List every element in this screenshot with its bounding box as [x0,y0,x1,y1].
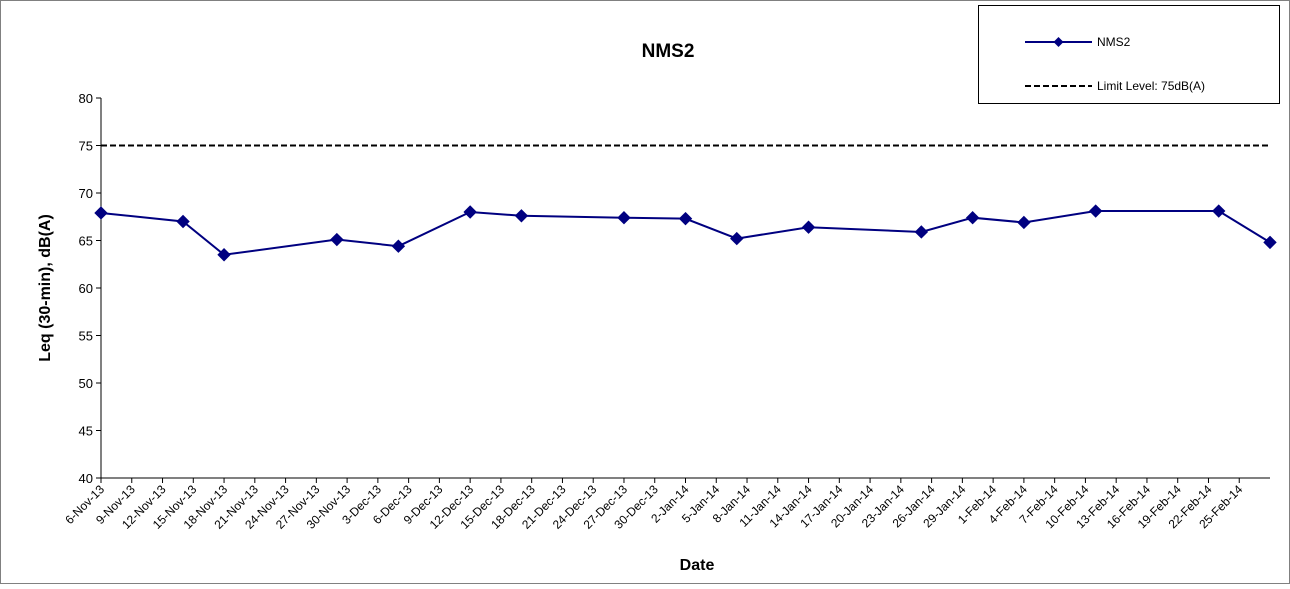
y-tick-label: 60 [79,281,93,296]
y-tick-label: 50 [79,376,93,391]
data-point [617,210,631,225]
y-tick-label: 55 [79,329,93,344]
data-point [217,248,231,262]
data-point [1017,215,1031,230]
y-axis-title: Leq (30-min), dB(A) [37,214,54,362]
data-point [1088,204,1103,218]
data-point [463,205,477,219]
data-point [514,209,529,223]
data-point [1212,204,1226,218]
data-point [176,214,190,229]
data-point [965,210,980,225]
y-tick-label: 75 [79,139,93,154]
legend-label: Limit Level: 75dB(A) [1097,79,1205,93]
y-tick-label: 40 [79,471,93,486]
data-point [330,232,344,247]
x-axis-title: Date [680,557,715,574]
y-tick-label: 65 [79,234,93,249]
chart-title: NMS2 [642,41,695,62]
legend-box [978,5,1280,104]
legend-label: NMS2 [1097,35,1131,49]
y-tick-label: 80 [79,91,93,106]
data-point [730,231,744,246]
data-point [94,206,108,220]
data-point [801,220,816,234]
data-point [391,239,406,253]
legend-marker [1053,37,1064,47]
data-point [914,225,929,239]
data-point [1263,235,1277,250]
y-tick-label: 70 [79,186,93,201]
data-point [678,211,693,226]
y-tick-label: 45 [79,424,93,439]
